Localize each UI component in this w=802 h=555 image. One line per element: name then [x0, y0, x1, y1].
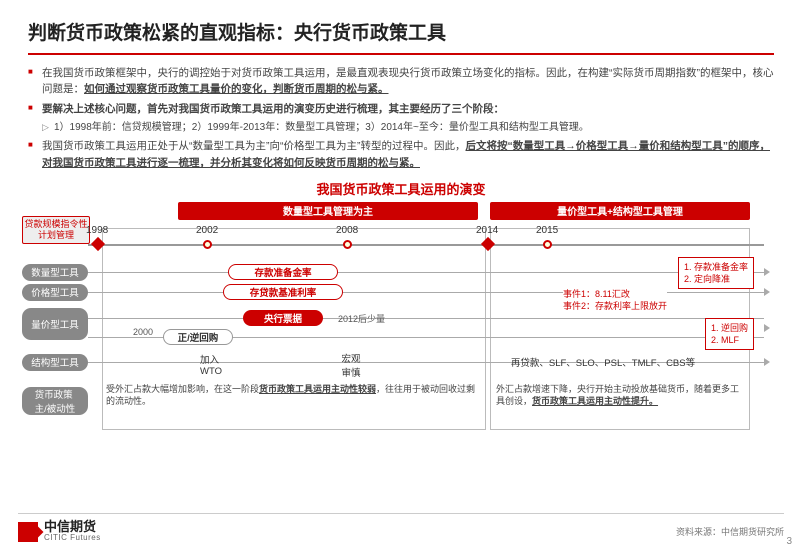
- bullet-2: 要解决上述核心问题，首先对我国货币政策工具运用的演变历史进行梳理，其主要经历了三…: [28, 101, 774, 117]
- phase-1-label: 数量型工具管理为主: [178, 202, 478, 220]
- logo-text-en: CITIC Futures: [44, 534, 101, 542]
- note-left: 受外汇占款大幅增加影响，在这一阶段货币政策工具运用主动性较弱，往往用于被动回收过…: [106, 384, 478, 407]
- row-policy-activeness: 货币政策 主/被动性: [22, 387, 88, 415]
- line-r3a: [88, 318, 764, 319]
- timeline-chart: 贷款规模指令性计划管理 数量型工具管理为主 量价型工具+结构型工具管理 1998…: [28, 202, 774, 437]
- year-2015: 2015: [536, 225, 558, 236]
- footer: 中信期货 CITIC Futures 资料来源：中信期货研究所: [18, 513, 784, 549]
- phase-0-label: 贷款规模指令性计划管理: [22, 216, 90, 244]
- event-box-reserve: 1. 存款准备金率 2. 定向降准: [678, 257, 754, 289]
- event-box-fx-reform: 事件1：8.11汇改 事件2：存款利率上限放开: [563, 288, 667, 312]
- note-2012: 2012后少量: [338, 312, 385, 325]
- event-box-omo-mlf: 1. 逆回购 2. MLF: [705, 318, 754, 350]
- arrow-r2: [764, 288, 770, 296]
- pill-benchmark-rate: 存贷款基准利率: [223, 284, 343, 300]
- bullet-2-sub: 1）1998年前：信贷规模管理；2）1999年-2013年：数量型工具管理；3）…: [28, 120, 774, 136]
- pill-cb-bills: 央行票据: [243, 310, 323, 326]
- marker-2002: [203, 240, 212, 249]
- arrow-r4: [764, 358, 770, 366]
- bullet-3: 我国货币政策工具运用正处于从“数量型工具为主”向“价格型工具为主”转型的过程中。…: [28, 138, 774, 171]
- row-price-tools: 价格型工具: [22, 284, 88, 301]
- phase-2-label: 量价型工具+结构型工具管理: [490, 202, 750, 220]
- arrow-r3: [764, 324, 770, 332]
- pill-reserve-ratio: 存款准备金率: [228, 264, 338, 280]
- row-quantity-tools: 数量型工具: [22, 264, 88, 281]
- source-text: 资料来源：中信期货研究所: [676, 525, 784, 538]
- marker-2008: [343, 240, 352, 249]
- slide: 判断货币政策松紧的直观指标：央行货币政策工具 在我国货币政策框架中，央行的调控始…: [0, 0, 802, 555]
- bullet-1: 在我国货币政策框架中，央行的调控始于对货币政策工具运用，是最直观表现央行货币政策…: [28, 65, 774, 98]
- marker-2015: [543, 240, 552, 249]
- note-2000: 2000: [133, 327, 153, 337]
- logo-text-cn: 中信期货: [44, 520, 101, 534]
- year-1998: 1998: [86, 225, 108, 236]
- pill-macro-prudential: 宏观 审慎: [328, 352, 374, 378]
- pill-repo: 正/逆回购: [163, 329, 233, 345]
- pill-structural-list: 再贷款、SLF、SLO、PSL、TMLF、CBS等: [498, 354, 708, 370]
- line-r1: [88, 272, 764, 273]
- bullet-list: 在我国货币政策框架中，央行的调控始于对货币政策工具运用，是最直观表现央行货币政策…: [28, 65, 774, 171]
- year-2008: 2008: [336, 225, 358, 236]
- page-number: 3: [786, 536, 792, 547]
- logo: 中信期货 CITIC Futures: [18, 520, 101, 542]
- arrow-r1: [764, 268, 770, 276]
- page-title: 判断货币政策松紧的直观指标：央行货币政策工具: [28, 18, 774, 55]
- year-2014: 2014: [476, 225, 498, 236]
- row-structural-tools: 结构型工具: [22, 354, 88, 371]
- note-right: 外汇占款增速下降，央行开始主动投放基础货币，随着更多工具创设，货币政策工具运用主…: [496, 384, 746, 407]
- year-2002: 2002: [196, 225, 218, 236]
- logo-icon: [18, 522, 38, 542]
- timeline-axis: [88, 244, 764, 246]
- row-qp-tools: 量价型工具: [22, 308, 88, 340]
- pill-wto: 加入 WTO: [188, 352, 234, 378]
- chart-title: 我国货币政策工具运用的演变: [28, 179, 774, 198]
